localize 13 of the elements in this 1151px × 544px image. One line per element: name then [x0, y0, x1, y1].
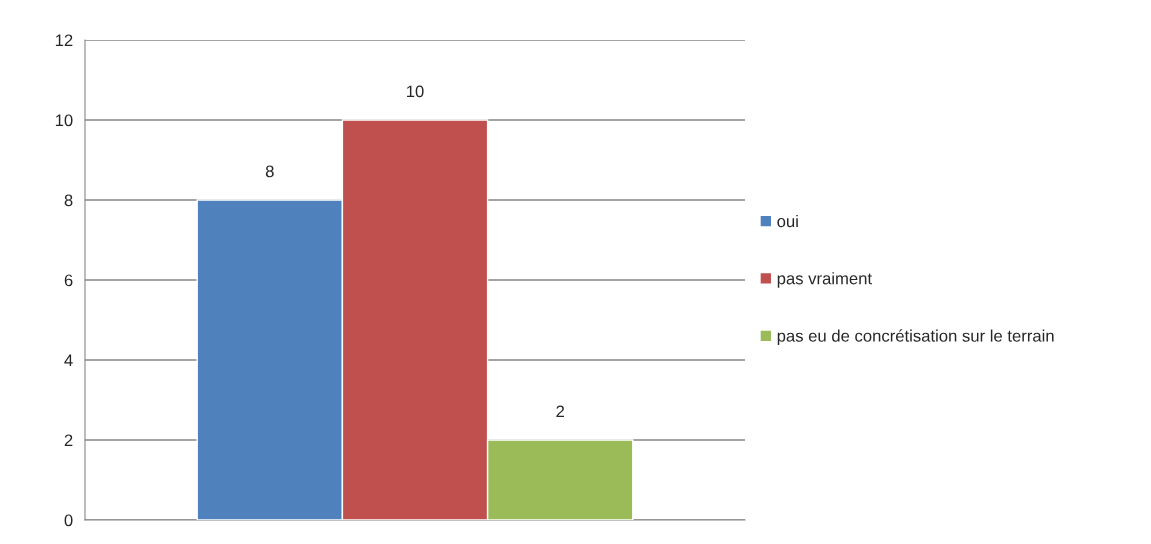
y-tick-label: 4	[64, 354, 73, 367]
y-tick-label: 0	[64, 514, 73, 527]
data-label: 8	[265, 165, 274, 178]
legend-label: oui	[777, 214, 798, 228]
data-label: 10	[407, 85, 424, 98]
legend-label: pas eu de concrétisation sur le terrain	[777, 329, 1054, 346]
y-tick-label: 12	[55, 34, 73, 47]
y-tick-label: 8	[64, 194, 73, 207]
y-tick-label: 6	[64, 274, 73, 287]
y-tick-label: 2	[64, 434, 73, 447]
legend-label: pas vraiment	[777, 272, 872, 288]
y-tick-label: 10	[55, 114, 73, 127]
data-label: 2	[556, 405, 564, 418]
